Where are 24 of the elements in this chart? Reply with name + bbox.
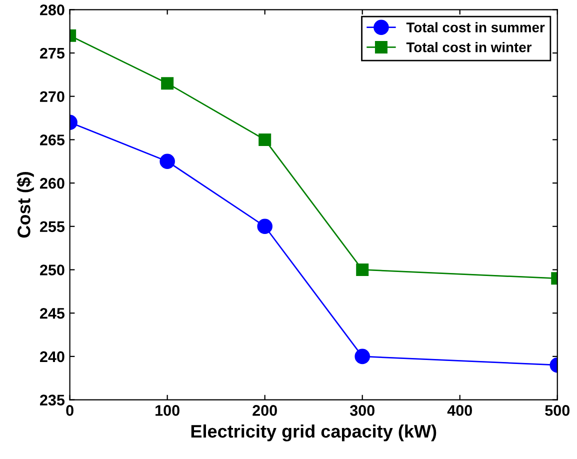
y-tick-label: 240 [40, 351, 64, 362]
y-tick-label: 265 [40, 134, 65, 146]
x-tick-label: 500 [545, 405, 570, 416]
x-tick-label: 0 [66, 405, 74, 416]
y-tick-label: 255 [40, 221, 65, 232]
y-tick-label: 245 [40, 308, 65, 319]
x-axis-title: Electricity grid capacity (kW) [191, 424, 436, 442]
point [356, 263, 369, 276]
x-tick-label: 100 [156, 405, 180, 416]
point [258, 133, 272, 146]
legend-label: Total cost in summer [406, 22, 545, 32]
x-tick-label: 200 [252, 405, 277, 416]
y-tick-label: 280 [40, 4, 64, 16]
point [354, 348, 370, 364]
y-tick-label: 275 [40, 48, 65, 59]
y-tick-label: 235 [40, 394, 65, 406]
y-tick-label: 260 [40, 178, 64, 189]
y-axis-title: Cost ($) [16, 172, 34, 238]
y-tick-label: 250 [40, 264, 64, 276]
legend-label: Total cost in winter [406, 42, 532, 52]
x-tick-label: 400 [447, 405, 472, 416]
point [257, 218, 272, 234]
x-tick-label: 300 [350, 405, 374, 416]
y-tick-label: 270 [40, 91, 64, 102]
